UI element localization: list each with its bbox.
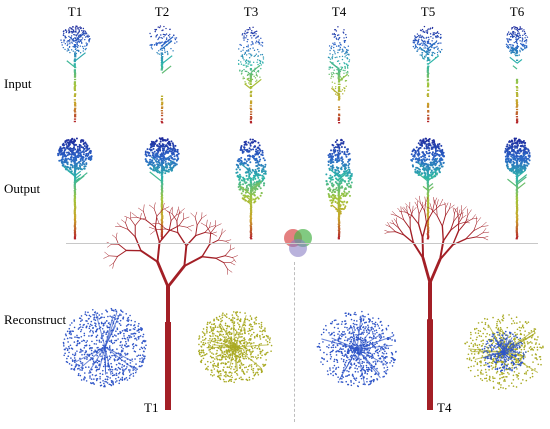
- reconstruct-label-t1: T1: [144, 400, 159, 415]
- skeleton-tree-t1: [103, 202, 238, 410]
- column-label-t5: T5: [420, 4, 436, 19]
- row-label-output: Output: [4, 181, 41, 196]
- leaf-cloud-t4-mixed: [464, 314, 544, 391]
- vertical-separator: [294, 262, 295, 422]
- column-label-t2: T2: [154, 4, 170, 19]
- column-label-t4: T4: [331, 4, 347, 19]
- output-point-clouds: [57, 137, 531, 240]
- column-label-t6: T6: [509, 4, 525, 19]
- skeleton-tree-t4: [384, 195, 490, 410]
- leaf-cloud-t4-blue: [316, 310, 397, 388]
- row-label-input: Input: [4, 76, 32, 91]
- column-label-t1: T1: [67, 4, 83, 19]
- horizontal-separator: [66, 243, 538, 244]
- column-label-t3: T3: [243, 4, 259, 19]
- leaf-cloud-t1-yellow: [197, 311, 273, 384]
- reconstruct-label-t4: T4: [437, 400, 452, 415]
- row-label-reconstruct: Reconstruct: [4, 312, 67, 327]
- input-point-clouds: [60, 25, 529, 124]
- leaf-cloud-t1-blue: [62, 307, 147, 388]
